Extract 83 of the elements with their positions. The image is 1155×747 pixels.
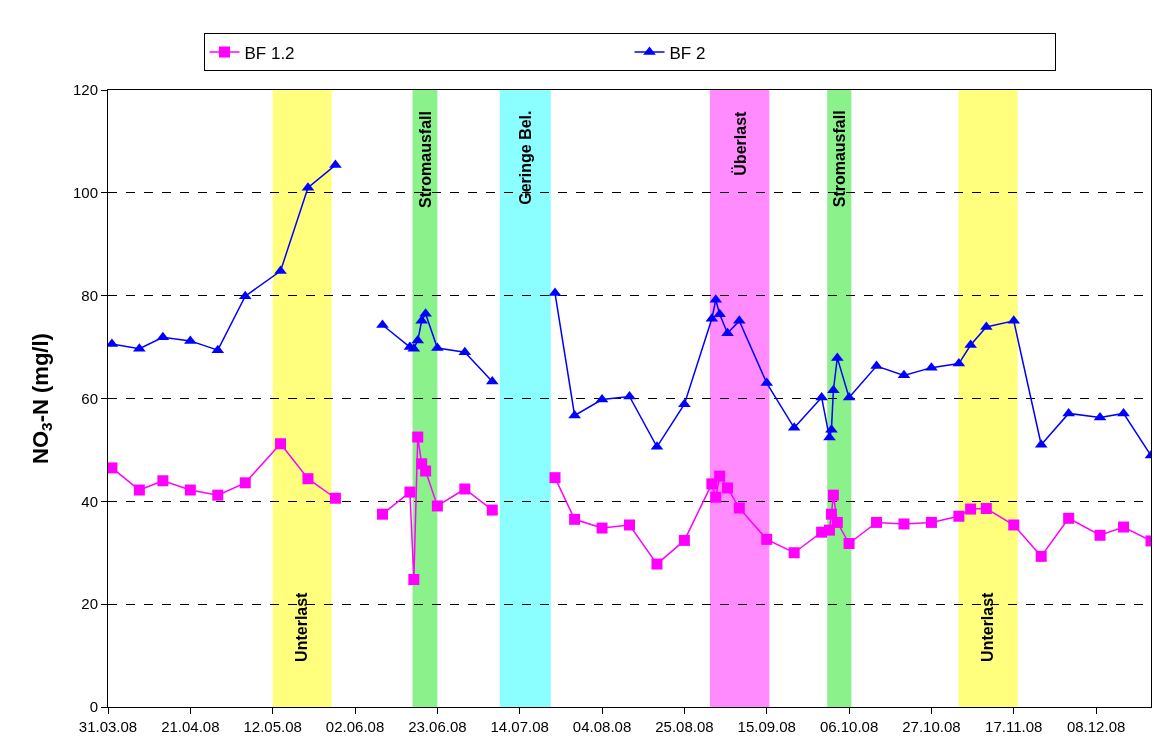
point — [651, 558, 663, 570]
point — [1035, 550, 1047, 562]
point — [157, 475, 169, 487]
band-label: Geringe Bel. — [516, 110, 534, 205]
y-tick-label: 80 — [81, 286, 98, 304]
x-tick-label: 15.09.08 — [737, 718, 796, 735]
y-tick-label: 40 — [81, 492, 98, 510]
point — [953, 510, 965, 522]
point — [1117, 407, 1130, 417]
x-tick-label: 06.10.08 — [819, 718, 879, 735]
point — [897, 369, 911, 379]
band-label: Stromausfall — [416, 111, 434, 208]
point — [329, 492, 341, 504]
legend-label: BF 2 — [669, 43, 706, 63]
x-tick-label: 25.08.08 — [655, 718, 714, 735]
point — [1062, 407, 1076, 417]
point — [710, 491, 722, 503]
point — [823, 524, 835, 536]
point — [624, 519, 635, 531]
point — [842, 391, 856, 401]
point — [133, 484, 145, 496]
point — [827, 384, 840, 394]
point — [733, 502, 745, 514]
point — [275, 438, 287, 450]
point — [678, 534, 690, 546]
point — [408, 573, 420, 585]
band-label: Stromausfall — [831, 110, 849, 208]
x-tick-label: 02.06.08 — [325, 718, 385, 735]
point — [596, 522, 608, 534]
band-label: Überlast — [730, 110, 749, 176]
point — [239, 477, 251, 489]
point — [184, 484, 196, 496]
point — [376, 508, 388, 520]
point — [1118, 521, 1130, 533]
x-tick-label: 23.06.08 — [408, 718, 467, 735]
point — [980, 503, 992, 515]
point — [965, 503, 977, 515]
band-label: Unterlast — [293, 591, 311, 662]
point — [459, 483, 471, 495]
point — [761, 533, 773, 545]
point — [108, 462, 118, 474]
point — [549, 472, 561, 484]
x-tick-label: 04.08.08 — [572, 718, 632, 735]
x-tick-label: 08.12.08 — [1066, 718, 1126, 735]
x-tick-label: 17.11.08 — [985, 718, 1043, 735]
point — [831, 516, 843, 528]
x-tick-label: 14.07.08 — [490, 718, 549, 735]
point — [706, 478, 718, 490]
point — [568, 409, 581, 419]
band-label: Unterlast — [979, 591, 997, 662]
point — [1008, 519, 1020, 531]
point — [569, 513, 581, 525]
y-tick-label: 100 — [72, 184, 98, 202]
x-tick-label: 27.10.08 — [902, 718, 961, 735]
point — [827, 489, 839, 501]
point — [815, 391, 828, 401]
point — [722, 482, 734, 494]
point — [411, 334, 425, 344]
point — [486, 504, 498, 516]
y-tick-label: 60 — [81, 389, 98, 407]
point — [302, 473, 314, 485]
legend-label: BF 1.2 — [244, 43, 295, 63]
point — [412, 431, 424, 443]
point — [156, 331, 170, 341]
x-tick-label: 12.05.08 — [243, 718, 302, 735]
point — [788, 547, 800, 559]
point — [714, 470, 726, 482]
point — [1094, 529, 1106, 541]
y-tick-label: 120 — [72, 81, 98, 99]
point — [871, 516, 883, 528]
point — [623, 390, 636, 400]
point — [1063, 512, 1075, 524]
x-tick-label: 31.03.08 — [78, 718, 138, 735]
point — [898, 518, 910, 530]
point — [420, 465, 432, 477]
point — [431, 500, 443, 512]
y-tick-label: 20 — [81, 595, 98, 613]
point — [925, 516, 937, 528]
point — [212, 489, 224, 501]
x-tick-label: 21.04.08 — [161, 718, 220, 735]
point — [404, 486, 416, 498]
y-tick-label: 0 — [89, 698, 98, 716]
point — [843, 538, 855, 549]
